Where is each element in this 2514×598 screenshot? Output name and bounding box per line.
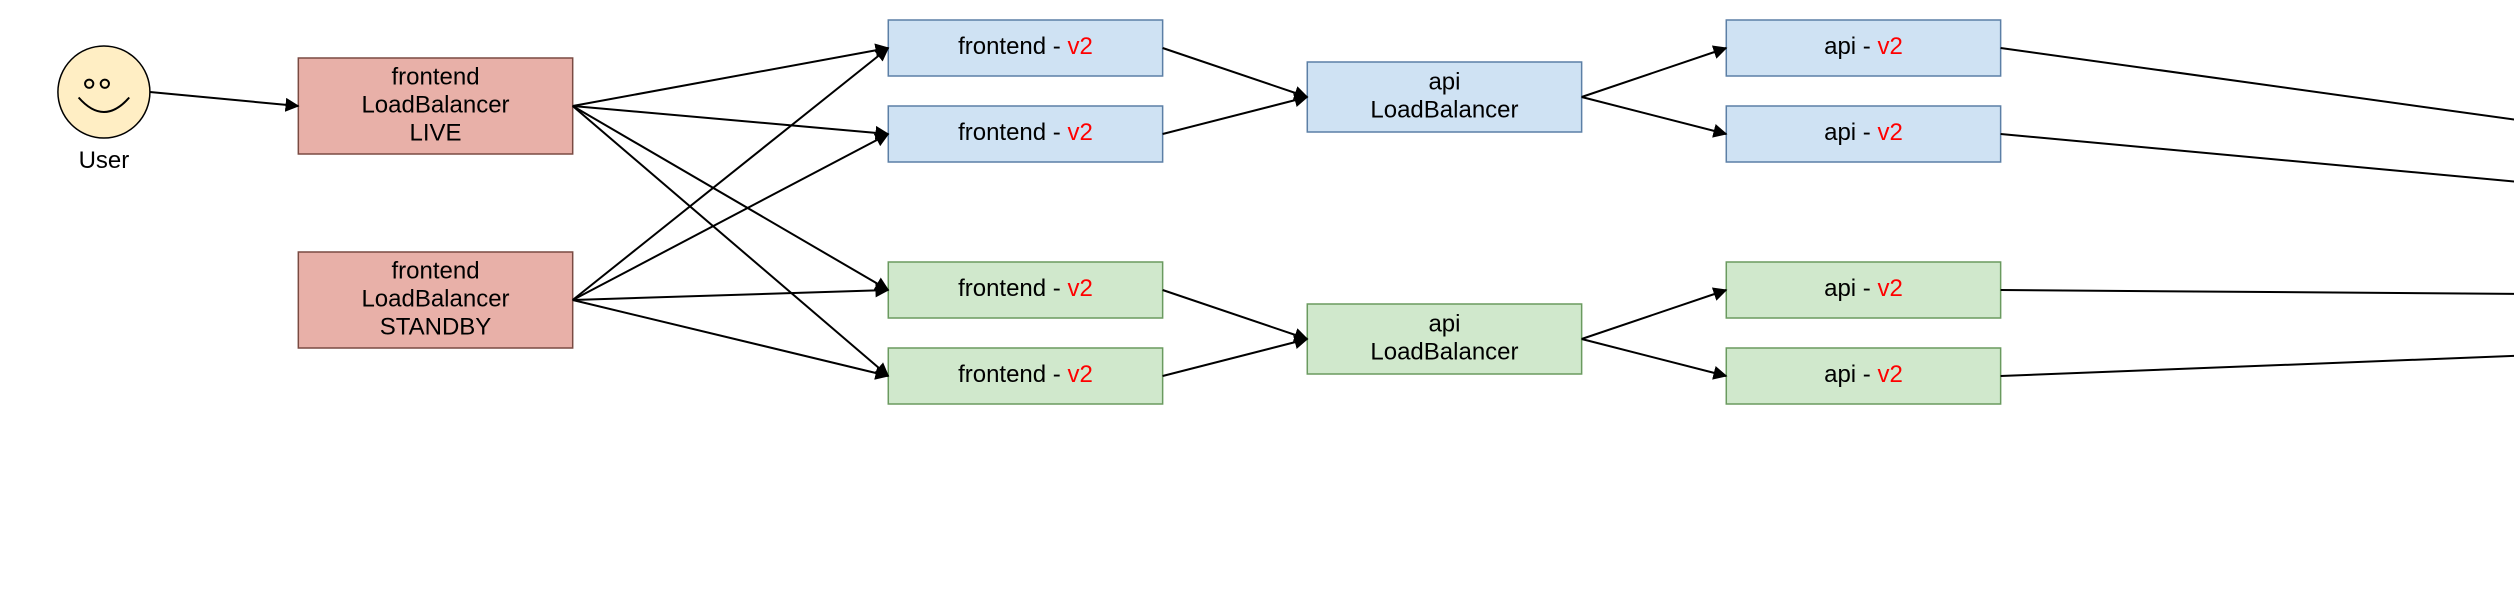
edge [573,134,889,300]
node-label: LIVE [409,119,461,146]
edge [1163,97,1308,134]
edge [573,290,889,300]
node-label: frontend - v2 [958,361,1093,388]
node-label: api [1428,68,1460,95]
edge [573,106,889,376]
edge [1163,339,1308,376]
edge [150,92,298,106]
edge [1582,97,1727,134]
edge [1163,290,1308,339]
node-label: api - v2 [1824,119,1903,146]
node-label: api - v2 [1824,361,1903,388]
node-label: frontend [391,257,479,284]
edge [1163,48,1308,97]
user-label: User [79,147,130,174]
node-label: frontend - v2 [958,33,1093,60]
edge [2001,290,2514,304]
node-label: LoadBalancer [361,285,509,312]
edge [2001,134,2514,304]
node-label: api - v2 [1824,33,1903,60]
edge [2001,304,2514,376]
node-label: frontend [391,63,479,90]
user-icon [58,46,150,138]
node-label: frontend - v2 [958,275,1093,302]
node-label: LoadBalancer [1370,338,1518,365]
edge [2001,48,2514,304]
node-label: STANDBY [380,313,492,340]
node-label: LoadBalancer [1370,96,1518,123]
edge [573,106,889,134]
edge [1582,290,1727,339]
edge [1582,339,1727,376]
node-label: api - v2 [1824,275,1903,302]
edge [573,48,889,106]
edge [1582,48,1727,97]
architecture-diagram: UserDatabasefrontendLoadBalancerLIVEfron… [0,0,2514,598]
node-label: api [1428,310,1460,337]
node-label: frontend - v2 [958,119,1093,146]
node-label: LoadBalancer [361,91,509,118]
edge [573,300,889,376]
